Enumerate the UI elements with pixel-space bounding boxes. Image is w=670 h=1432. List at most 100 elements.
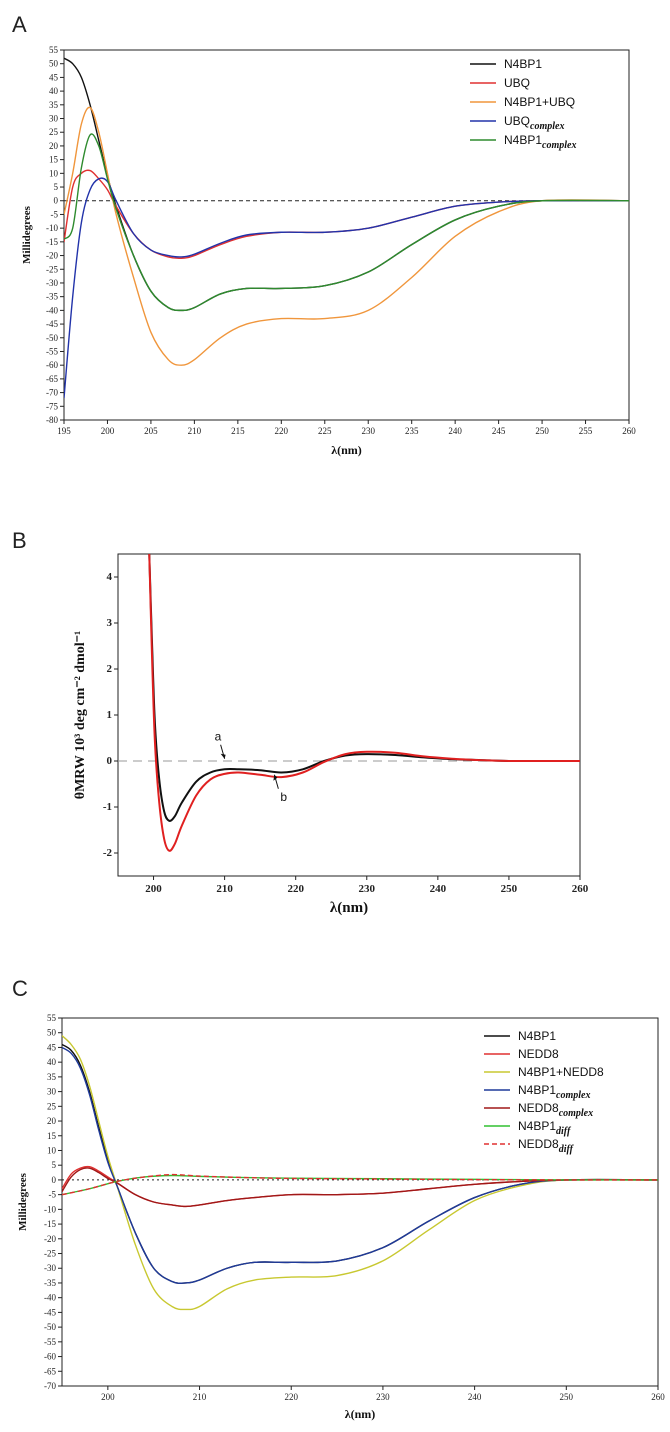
y-tick-label: 50 <box>47 1028 57 1038</box>
x-tick-label: 240 <box>430 883 447 895</box>
legend-label: N4BP1diff <box>518 1119 572 1137</box>
series-line-nedd8 <box>62 1165 658 1208</box>
y-tick-label: -30 <box>44 1263 56 1273</box>
series-line-n4bp1-nedd8 <box>62 1035 658 1311</box>
y-tick-label: -45 <box>46 319 58 329</box>
y-tick-label: -35 <box>44 1278 56 1288</box>
y-tick-label: -5 <box>51 209 59 219</box>
y-tick-label: 5 <box>52 1160 57 1170</box>
y-tick-label: -40 <box>46 305 58 315</box>
legend-label: N4BP1 <box>518 1029 556 1043</box>
legend-label: UBQcomplex <box>504 114 564 132</box>
annotation-label-a: a <box>215 730 222 744</box>
y-axis-label: Millidegrees <box>17 1172 29 1231</box>
series-line-b <box>148 554 580 852</box>
x-tick-label: 250 <box>535 426 549 436</box>
x-tick-label: 260 <box>622 426 636 436</box>
legend-label: N4BP1complex <box>518 1083 590 1101</box>
legend-label: NEDD8complex <box>518 1101 593 1119</box>
series-line-nedd8-complex <box>62 1167 658 1208</box>
y-tick-label: 15 <box>49 155 59 165</box>
y-tick-label: -20 <box>46 251 58 261</box>
x-axis-label: λ(nm) <box>345 1407 376 1421</box>
panel-letter-a: A <box>12 12 27 37</box>
x-tick-label: 210 <box>188 426 202 436</box>
x-tick-label: 240 <box>468 1392 482 1402</box>
y-tick-label: -1 <box>103 801 112 813</box>
y-tick-label: 30 <box>47 1087 57 1097</box>
x-tick-label: 230 <box>376 1392 390 1402</box>
y-tick-label: 45 <box>47 1042 57 1052</box>
x-tick-label: 220 <box>284 1392 298 1402</box>
x-tick-label: 220 <box>287 883 304 895</box>
legend-label: UBQ <box>504 76 530 90</box>
y-tick-label: 1 <box>107 709 113 721</box>
annotation-arrowhead <box>220 753 226 759</box>
series-line-n4bp1-ubq <box>64 106 629 366</box>
x-axis-label: λ(nm) <box>330 900 368 916</box>
y-tick-label: 0 <box>52 1175 57 1185</box>
y-tick-label: -80 <box>46 415 58 425</box>
series-line-ubq <box>64 169 629 260</box>
plot-frame <box>61 1017 659 1387</box>
y-tick-label: 25 <box>49 127 59 137</box>
y-tick-label: -55 <box>46 346 58 356</box>
plot-frame <box>63 49 630 421</box>
y-tick-label: 5 <box>54 182 59 192</box>
series-line-nedd8-diff <box>62 1173 658 1196</box>
x-tick-label: 245 <box>492 426 506 436</box>
y-tick-label: -45 <box>44 1307 56 1317</box>
y-tick-label: -25 <box>46 264 58 274</box>
y-tick-label: -55 <box>44 1337 56 1347</box>
x-tick-label: 220 <box>275 426 289 436</box>
y-tick-label: 45 <box>49 72 59 82</box>
legend-label: NEDD8 <box>518 1047 559 1061</box>
x-tick-label: 200 <box>145 883 162 895</box>
y-tick-label: -30 <box>46 278 58 288</box>
y-tick-label: 50 <box>49 59 59 69</box>
y-tick-label: -2 <box>103 847 113 859</box>
y-tick-label: 25 <box>47 1101 57 1111</box>
x-tick-label: 235 <box>405 426 419 436</box>
y-tick-label: 35 <box>47 1072 57 1082</box>
x-tick-label: 250 <box>501 883 518 895</box>
y-tick-label: -15 <box>44 1219 56 1229</box>
y-tick-label: 20 <box>47 1116 57 1126</box>
y-tick-label: -10 <box>46 223 58 233</box>
y-tick-label: -65 <box>46 374 58 384</box>
annotation-arrowhead <box>273 774 278 781</box>
y-tick-label: -10 <box>44 1204 56 1214</box>
chart-b: 200 210 220 230 240 250 260 -2 -1 0 1 2 3 4 λ(nm) θMRW … <box>73 553 589 916</box>
panel-letter-b: B <box>12 528 27 553</box>
series-line-n4bp1 <box>62 1043 658 1284</box>
y-tick-label: 40 <box>49 86 59 96</box>
y-tick-label: -60 <box>44 1352 56 1362</box>
x-tick-label: 250 <box>560 1392 574 1402</box>
y-tick-label: 2 <box>107 663 113 675</box>
x-tick-label: 210 <box>193 1392 207 1402</box>
x-tick-label: 240 <box>448 426 462 436</box>
y-tick-label: -50 <box>44 1322 56 1332</box>
y-tick-label: 0 <box>54 196 59 206</box>
y-axis-label: Millidegrees <box>21 205 33 264</box>
y-axis-label: θMRW 10³ deg cm⁻² dmol⁻¹ <box>73 631 88 799</box>
x-tick-label: 230 <box>361 426 375 436</box>
series-line-n4bp1-complex <box>64 133 629 312</box>
panel-letter-c: C <box>12 976 28 1001</box>
y-tick-label: 3 <box>107 617 113 629</box>
y-tick-label: -70 <box>46 388 58 398</box>
y-tick-label: -20 <box>44 1234 56 1244</box>
x-tick-label: 195 <box>57 426 71 436</box>
x-tick-label: 260 <box>572 883 589 895</box>
series-line-ubq-complex <box>64 177 629 399</box>
legend-label: N4BP1 <box>504 57 542 71</box>
y-tick-label: 20 <box>49 141 59 151</box>
y-tick-label: -40 <box>44 1293 56 1303</box>
y-tick-label: 40 <box>47 1057 57 1067</box>
x-tick-label: 230 <box>359 883 376 895</box>
plot-frame <box>117 553 581 877</box>
x-tick-label: 210 <box>216 883 233 895</box>
x-tick-label: 205 <box>144 426 158 436</box>
legend-label: NEDD8diff <box>518 1137 575 1155</box>
chart-c: 200 210 220 230 240 250 2605550454035302520151… <box>17 1013 665 1421</box>
